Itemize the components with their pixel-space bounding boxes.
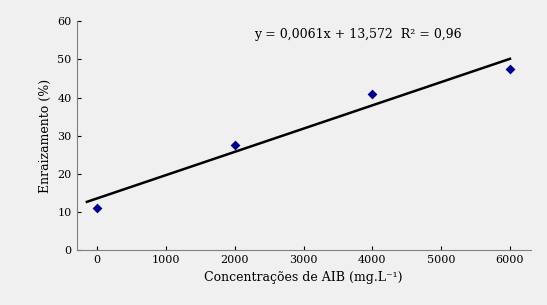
Text: y = 0,0061x + 13,572  R² = 0,96: y = 0,0061x + 13,572 R² = 0,96 [254, 28, 462, 41]
Point [93, 206, 102, 210]
Point [505, 66, 514, 71]
X-axis label: Concentrações de AIB (mg.L⁻¹): Concentrações de AIB (mg.L⁻¹) [205, 271, 403, 284]
Y-axis label: Enraizamento (%): Enraizamento (%) [39, 79, 52, 193]
Point [368, 91, 377, 96]
Point [230, 143, 239, 148]
